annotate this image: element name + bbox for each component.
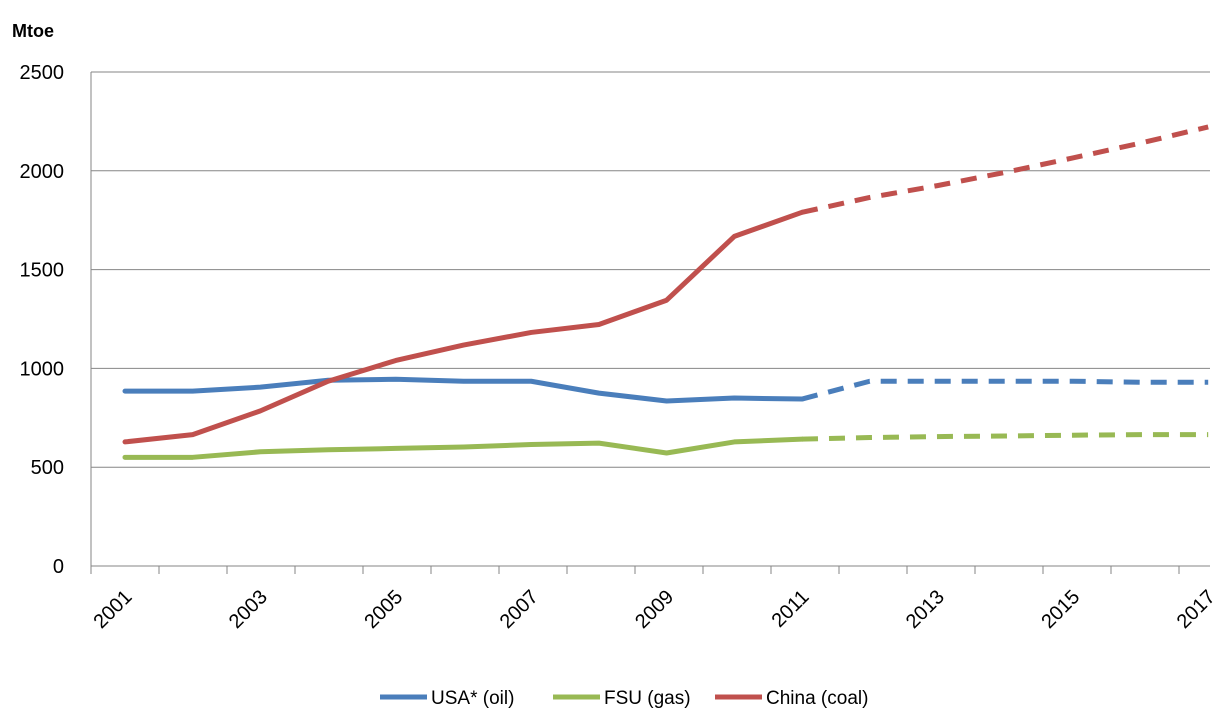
y-axis-label: Mtoe (12, 21, 54, 41)
x-tick-label: 2005 (360, 586, 407, 633)
x-tick-label: 2003 (225, 586, 272, 633)
series-line-2-projection (801, 124, 1209, 215)
x-tick-label: 2013 (902, 586, 949, 633)
legend-label: USA* (oil) (431, 688, 514, 709)
y-tick-label: 2000 (20, 161, 65, 183)
x-tick-label: 2001 (90, 586, 137, 633)
series-line-1-actual (122, 436, 805, 460)
y-tick-label: 500 (31, 457, 64, 479)
x-tick-label: 2011 (768, 586, 814, 632)
y-tick-label: 1000 (20, 358, 65, 380)
x-tick-label: 2017 (1173, 586, 1220, 633)
gridlines (91, 71, 1210, 468)
x-tick-label: 2015 (1037, 586, 1084, 633)
x-tick-label: 2007 (496, 586, 543, 633)
series-lines (122, 124, 1209, 460)
series-line-0-actual (122, 376, 805, 404)
y-tick-label: 0 (53, 556, 64, 578)
legend-label: FSU (gas) (604, 688, 691, 709)
y-tick-label: 2500 (20, 62, 65, 84)
x-tick-label: 2009 (631, 586, 678, 633)
legend-label: China (coal) (766, 688, 868, 709)
axes: 0 500 1000 1500 2000 2500 2001 2003 2005 2007 2009… (20, 62, 1220, 633)
legend: USA* (oil) FSU (gas) China (coal) (380, 688, 868, 709)
series-line-0-projection (801, 378, 1209, 402)
series-line-1-projection (801, 432, 1209, 442)
series-line-2-actual (122, 209, 805, 445)
y-tick-label: 1500 (20, 260, 65, 282)
